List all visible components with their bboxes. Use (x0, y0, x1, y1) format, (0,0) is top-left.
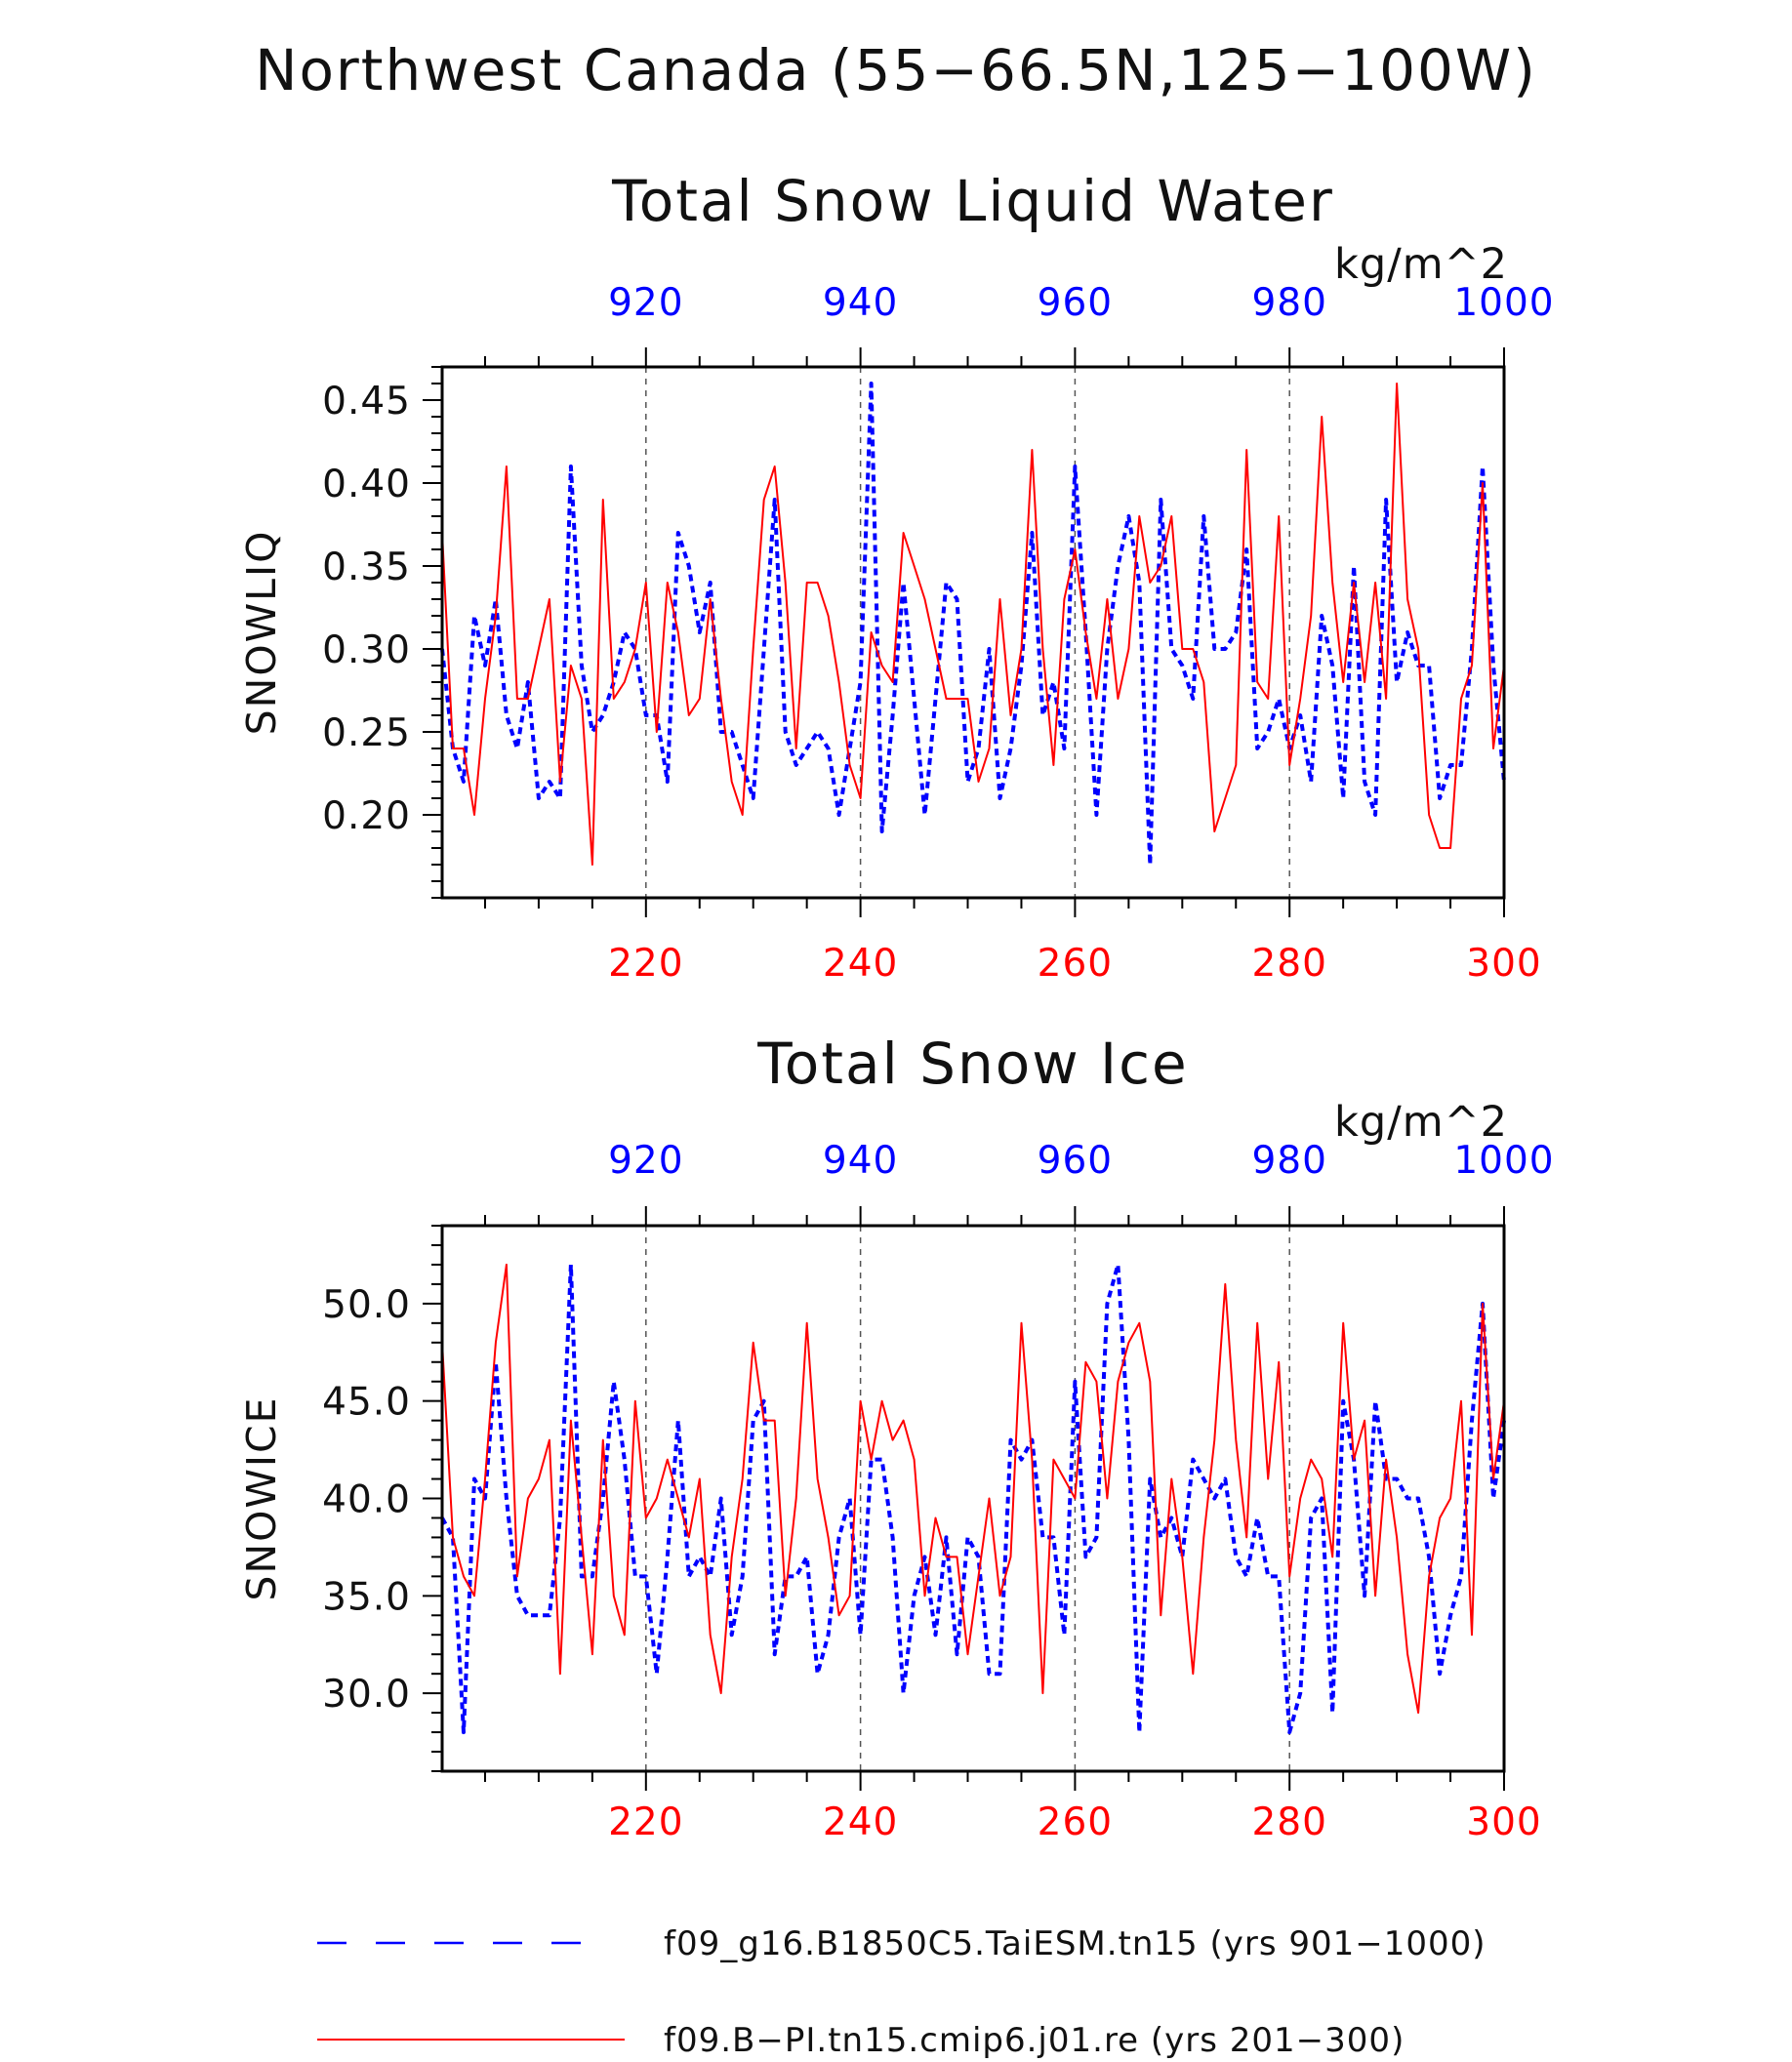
x-bottom-tick-label: 220 (608, 942, 683, 986)
y-tick-label: 0.25 (322, 711, 411, 755)
x-bottom-tick-label: 240 (823, 942, 898, 986)
series-line-cmip6 (441, 1263, 1505, 1715)
y-tick-label: 30.0 (322, 1673, 411, 1717)
y-tick-label: 0.30 (322, 628, 411, 672)
x-bottom-tick-label: 280 (1251, 942, 1326, 986)
y-tick-label: 50.0 (322, 1283, 411, 1327)
panel-title: Total Snow Liquid Water (611, 168, 1334, 234)
units-label: kg/m^2 (1334, 240, 1508, 289)
x-top-tick-label: 960 (1038, 1139, 1113, 1183)
legend: f09_g16.B1850C5.TaiESM.tn15 (yrs 901−100… (317, 1924, 1487, 2060)
x-bottom-tick-label: 280 (1251, 1800, 1326, 1844)
figure-title: Northwest Canada (55−66.5N,125−100W) (255, 37, 1537, 103)
series-line-cmip6 (441, 383, 1505, 866)
y-tick-label: 0.40 (322, 463, 411, 506)
x-bottom-tick-label: 240 (823, 1800, 898, 1844)
y-tick-label: 40.0 (322, 1478, 411, 1522)
y-tick-label: 45.0 (322, 1381, 411, 1425)
y-axis-label: SNOWICE (238, 1395, 285, 1600)
x-top-tick-label: 920 (608, 1139, 683, 1183)
y-tick-label: 0.45 (322, 380, 411, 424)
panel-snowice: Total Snow Ice kg/m^2 220 240 260 280 300 920 94… (238, 1031, 1554, 1844)
x-top-tick-label: 960 (1038, 281, 1113, 325)
x-top-tick-label: 980 (1251, 281, 1326, 325)
x-top-tick-label: 980 (1251, 1139, 1326, 1183)
x-bottom-tick-label: 300 (1466, 1800, 1541, 1844)
y-tick-label: 0.20 (322, 794, 411, 838)
x-bottom-tick-label: 260 (1038, 1800, 1113, 1844)
x-bottom-tick-label: 300 (1466, 942, 1541, 986)
y-tick-label: 35.0 (322, 1575, 411, 1619)
y-tick-label: 0.35 (322, 546, 411, 589)
series-line-taiesm (440, 382, 1506, 867)
legend-label-cmip6: f09.B−PI.tn15.cmip6.j01.re (yrs 201−300) (664, 2021, 1405, 2060)
y-axis-label: SNOWLIQ (238, 530, 285, 736)
x-top-tick-label: 1000 (1453, 1139, 1554, 1183)
series-line-taiesm (440, 1262, 1506, 1735)
units-label: kg/m^2 (1334, 1098, 1508, 1147)
x-top-tick-label: 940 (823, 281, 898, 325)
panel-title: Total Snow Ice (756, 1031, 1189, 1097)
x-top-tick-label: 1000 (1453, 281, 1554, 325)
legend-label-taiesm: f09_g16.B1850C5.TaiESM.tn15 (yrs 901−100… (664, 1924, 1487, 1963)
x-top-tick-label: 920 (608, 281, 683, 325)
x-top-tick-label: 940 (823, 1139, 898, 1183)
x-bottom-tick-label: 220 (608, 1800, 683, 1844)
x-bottom-tick-label: 260 (1038, 942, 1113, 986)
